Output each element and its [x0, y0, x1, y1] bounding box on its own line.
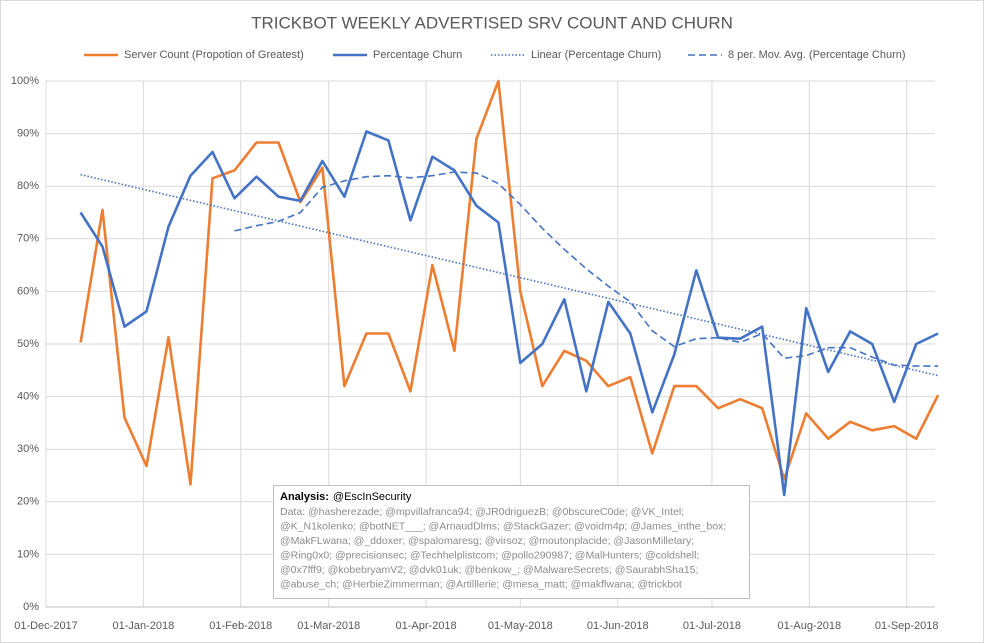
y-tick-label: 70%	[17, 233, 39, 245]
annotation-line: @K_N1kolenko; @botNET___; @ArnaudDlms; @…	[280, 520, 726, 532]
y-tick-label: 30%	[17, 443, 39, 455]
x-tick-label: 01-Jan-2018	[112, 620, 174, 632]
y-tick-label: 60%	[17, 285, 39, 297]
x-tick-label: 01-Aug-2018	[778, 620, 842, 632]
annotation-label: Analysis:	[280, 491, 329, 503]
annotation-line: @0x7fff9; @kobebryamV2; @dvk01uk; @benko…	[280, 564, 698, 576]
series-line	[234, 171, 939, 367]
annotation-line: @abuse_ch; @HerbieZimmerman; @Artillleri…	[280, 578, 682, 590]
y-tick-label: 10%	[17, 548, 39, 560]
y-tick-label: 100%	[11, 75, 39, 87]
annotation-author: @EscInSecurity	[333, 491, 412, 503]
legend-label: Linear (Percentage Churn)	[531, 49, 661, 61]
y-tick-label: 90%	[17, 128, 39, 140]
legend-label: Percentage Churn	[373, 49, 462, 61]
x-tick-label: 01-Apr-2018	[396, 620, 457, 632]
x-tick-label: 01-Dec-2017	[14, 620, 78, 632]
x-tick-label: 01-Jun-2018	[587, 620, 649, 632]
chart-title: TRICKBOT WEEKLY ADVERTISED SRV COUNT AND…	[251, 13, 733, 32]
annotation-line: @MakFLwana; @_ddoxer; @spalomaresg; @vir…	[280, 535, 694, 547]
legend-label: 8 per. Mov. Avg. (Percentage Churn)	[728, 49, 906, 61]
annotation-box	[273, 485, 750, 599]
x-tick-label: 01-Sep-2018	[875, 620, 939, 632]
y-tick-label: 50%	[17, 338, 39, 350]
y-tick-label: 0%	[23, 601, 39, 613]
legend-label: Server Count (Propotion of Greatest)	[124, 49, 304, 61]
y-tick-label: 80%	[17, 180, 39, 192]
series-line	[79, 130, 939, 497]
annotation-line: Data: @hasherezade; @mpvillafranca94; @J…	[280, 506, 684, 518]
annotation-line: @Ring0x0; @precisionsec; @Techhelplistco…	[280, 549, 699, 561]
y-tick-label: 20%	[17, 496, 39, 508]
x-tick-label: 01-Feb-2018	[209, 620, 272, 632]
x-tick-label: 01-Jul-2018	[683, 620, 741, 632]
x-tick-label: 01-May-2018	[488, 620, 553, 632]
x-tick-label: 01-Mar-2018	[297, 620, 360, 632]
y-tick-label: 40%	[17, 391, 39, 403]
annotation-head: Analysis: @EscInSecurity	[280, 491, 412, 503]
